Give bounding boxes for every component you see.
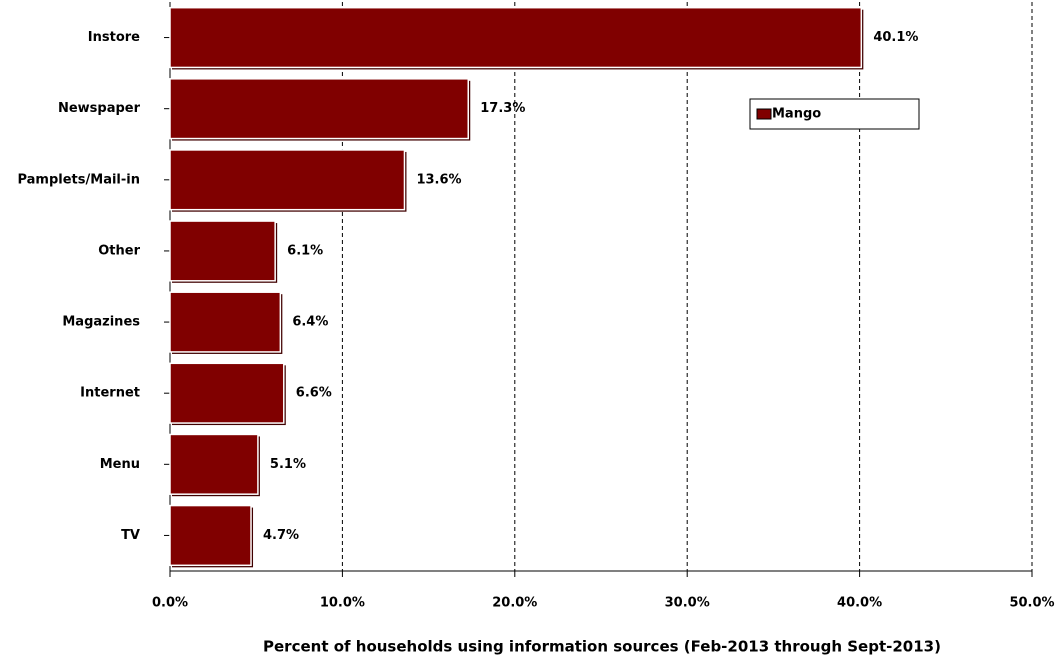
x-axis-title: Percent of households using information … — [263, 638, 941, 656]
value-label: 13.6% — [416, 172, 461, 187]
legend-label: Mango — [772, 107, 821, 122]
value-label: 6.1% — [287, 243, 323, 258]
bar — [169, 78, 470, 140]
legend-box — [749, 98, 920, 130]
value-label: 40.1% — [873, 30, 918, 45]
x-tick-label: 30.0% — [665, 596, 710, 611]
value-label: 6.6% — [296, 386, 332, 401]
value-label: 5.1% — [270, 457, 306, 472]
x-tick-label: 40.0% — [837, 596, 882, 611]
y-tick-label: Magazines — [62, 315, 140, 330]
value-label: 4.7% — [263, 528, 299, 543]
x-tick-label: 50.0% — [1009, 596, 1054, 611]
value-label: 17.3% — [480, 101, 525, 116]
y-tick-label: Internet — [80, 386, 140, 401]
y-tick-label: Instore — [88, 30, 140, 45]
y-tick-label: Other — [98, 243, 140, 258]
legend-swatch — [756, 108, 772, 120]
x-tick-label: 0.0% — [152, 596, 188, 611]
bar — [169, 149, 406, 211]
bar — [169, 291, 282, 353]
x-tick-label: 20.0% — [492, 596, 537, 611]
bar — [169, 504, 252, 567]
y-tick-label: Pamplets/Mail-in — [17, 172, 140, 187]
bar — [169, 6, 863, 69]
bar — [169, 362, 285, 424]
value-label: 6.4% — [292, 315, 328, 330]
y-tick-label: TV — [121, 528, 140, 543]
bar — [169, 220, 276, 282]
x-tick-label: 10.0% — [320, 596, 365, 611]
bar — [169, 433, 259, 495]
y-tick-label: Newspaper — [58, 101, 141, 116]
y-tick-label: Menu — [100, 457, 140, 472]
